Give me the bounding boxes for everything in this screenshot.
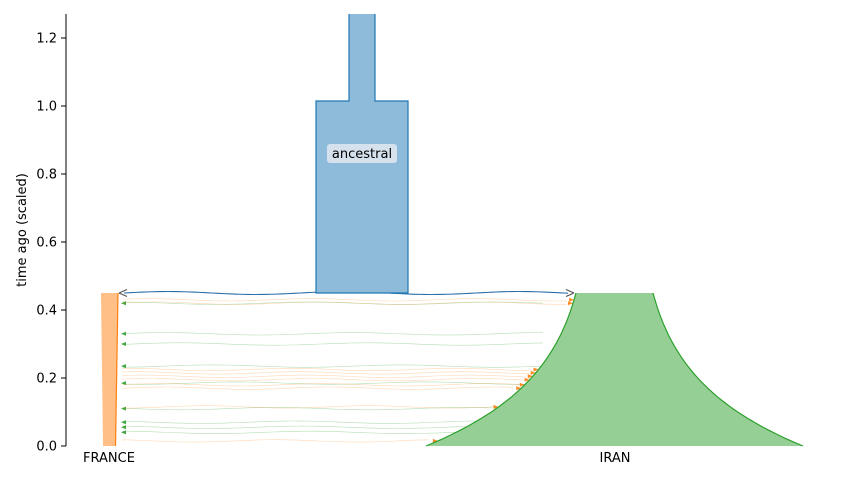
migration-arrowhead-france — [121, 420, 126, 425]
y-tick-label: 0.8 — [36, 168, 57, 183]
split-arrowhead-right — [565, 288, 575, 298]
france-deme-shape — [101, 293, 118, 446]
migration-arrowhead-france — [121, 364, 126, 369]
migration-arrowhead-iran — [533, 367, 539, 372]
iran-deme-shape — [426, 293, 803, 446]
migration-line-to-iran — [122, 386, 514, 390]
migration-line-to-france — [122, 381, 544, 385]
migration-arrowhead-france — [121, 406, 126, 411]
migration-arrowhead-france — [121, 342, 126, 346]
ancestral-label: ancestral — [332, 147, 392, 162]
migration-arrowhead-france — [121, 331, 126, 336]
migration-line-to-iran — [122, 405, 496, 409]
migration-arrowhead-iran — [530, 370, 536, 375]
ancestral-label-box — [327, 144, 397, 163]
axes: 0.0 0.2 0.4 0.6 0.8 1.0 1.2 — [36, 14, 67, 455]
y-tick-label: 0.6 — [36, 236, 57, 251]
migration-arrowhead-iran — [432, 438, 438, 443]
migration-arrowhead-iran — [568, 301, 574, 306]
migration-line-to-france — [122, 342, 544, 346]
migration-arrowhead-iran — [493, 404, 499, 409]
france-deme-edge — [114, 292, 119, 447]
migration-line-to-france — [122, 407, 544, 411]
y-axis-title: time ago (scaled) — [15, 173, 30, 287]
iran-deme-left-edge — [425, 292, 577, 447]
deme-shapes — [101, 14, 804, 447]
iran-deme-right-edge — [652, 292, 804, 447]
migration-line-to-iran — [122, 378, 526, 382]
migration-line-to-iran — [122, 298, 568, 302]
migration-line-to-france — [122, 332, 544, 336]
migration-arrowhead-france — [121, 425, 126, 430]
y-tick-label: 0.0 — [36, 440, 57, 455]
iran-label: IRAN — [600, 451, 631, 466]
migration-line-to-iran — [122, 301, 567, 305]
france-label: FRANCE — [83, 451, 135, 466]
migration-line-to-france — [122, 301, 544, 305]
migration-line-to-iran — [122, 371, 532, 375]
migration-arrowhead-iran — [569, 297, 575, 302]
migration-line-to-iran — [122, 374, 526, 378]
migration-arrowhead-france — [121, 301, 126, 306]
migration-line-to-france — [122, 364, 544, 368]
y-tick-label: 0.2 — [36, 372, 57, 387]
y-tick-label: 0.4 — [36, 304, 57, 319]
migration-arrowhead-france — [121, 381, 126, 386]
y-tick-label: 1.0 — [36, 100, 57, 115]
migration-line-to-iran — [122, 383, 520, 387]
migration-arrowhead-france — [121, 430, 126, 435]
migration-line-to-france — [122, 420, 544, 424]
y-tick-label: 1.2 — [36, 32, 57, 47]
migration-line-to-iran — [122, 439, 430, 443]
migration-arrowhead-iran — [524, 377, 530, 382]
migration-arrowhead-iran — [527, 374, 533, 379]
migration-line-to-iran — [122, 367, 532, 372]
split-arrowhead-left — [118, 288, 128, 298]
migration-arrowhead-iran — [516, 386, 522, 391]
migration-arrowhead-iran — [519, 382, 525, 387]
deme-labels: ancestral FRANCE IRAN time ago (scaled) — [15, 144, 630, 466]
